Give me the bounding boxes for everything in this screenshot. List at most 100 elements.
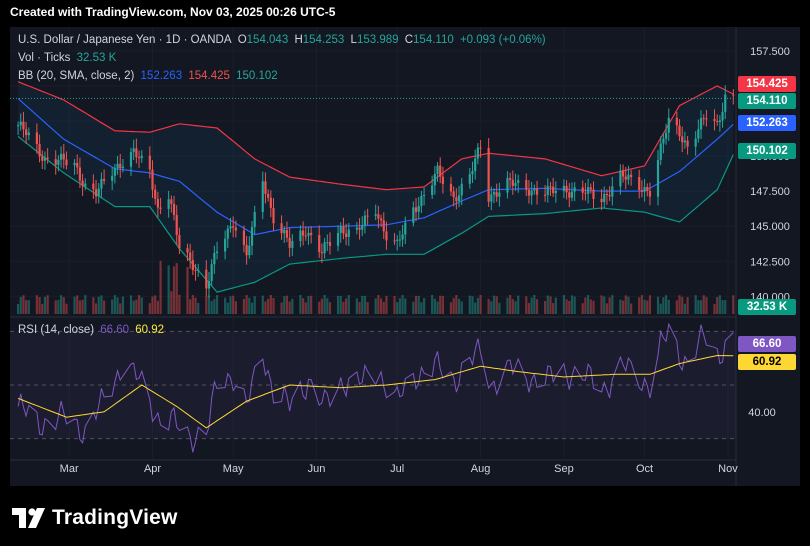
candle-body [299,230,302,241]
volume-bar [323,295,326,314]
candle-body [492,192,496,195]
candle-body [431,185,434,195]
volume-bar [119,303,122,314]
candle-body [288,237,291,248]
tradingview-logo[interactable]: TradingView [12,504,178,532]
candle-body [562,185,566,191]
volume-bar [307,296,310,314]
volume-bar [530,297,533,314]
volume-bar [320,298,324,314]
candle-body [439,165,442,177]
volume-bar [471,296,474,314]
volume-bar [562,295,566,314]
candle-body [261,181,264,213]
candle-body [291,240,294,248]
legend-close-label: C [404,34,414,46]
candle-body [248,245,251,256]
candle-body [530,190,533,196]
candle-body [587,187,590,194]
volume-bar [686,297,689,314]
legend-rsi-value: 66.60 [100,324,130,336]
candle-body [253,212,256,227]
time-tick-label: Jun [308,463,326,475]
legend-main: U.S. Dollar / Japanese Yen · 1D · OANDA … [18,34,549,46]
time-tick-label: Aug [471,463,491,475]
volume-bar [111,299,114,314]
volume-bar [272,297,275,314]
volume-bar [414,295,418,314]
candle-body [396,239,399,241]
volume-bar [608,297,611,314]
chart-frame[interactable] [10,27,800,486]
candle-body [361,225,364,230]
legend-bb-label: BB (20, SMA, close, 2) [18,70,135,82]
volume-bar [76,295,79,314]
candle-body [38,143,41,157]
volume-bar [554,297,557,314]
rsi-ma-line [17,354,734,429]
candle-body [603,193,606,203]
volume-bar [140,297,143,314]
candle-body [401,234,404,240]
volume-bar [476,297,479,314]
legend-low-value: 153.989 [356,34,399,46]
volume-bar [232,295,235,314]
candle-body [159,207,162,209]
candle-body [16,125,20,127]
candle-body [113,168,116,176]
bb-basis-line [17,98,734,236]
volume-bar [487,298,490,314]
volume-bar [191,295,194,314]
candle-body [584,192,587,194]
candle-body [336,232,340,246]
volume-bar [57,299,60,314]
volume-bar [509,295,512,314]
volume-bar [363,295,367,314]
volume-bar [433,298,436,314]
volume-bar [355,298,358,314]
volume-bar [439,295,442,314]
candle-body [78,167,82,181]
rsi-ma-badge: 60.92 [738,354,796,370]
candle-body [377,214,380,219]
candle-body [382,220,385,232]
candle-body [27,132,30,136]
volume-bar [716,296,719,314]
candle-body [35,132,38,144]
candle-body [347,229,350,237]
legend-bb-lower: 150.102 [236,70,278,82]
candle-body [129,152,133,167]
volume-bar [207,295,211,314]
bb-lower-line [17,135,734,293]
candle-body [592,189,595,199]
volume-bar [250,302,254,314]
volume-bar [267,298,270,314]
candle-body [713,118,716,122]
candle-body [121,166,125,169]
candle-body [232,226,235,228]
volume-bar [533,295,536,314]
candle-body [119,163,122,169]
candle-body [355,227,358,230]
candle-body [245,244,248,256]
candle-body [474,158,477,172]
candle-body [638,176,641,190]
volume-bar [535,299,539,314]
bb-upper-line [17,81,734,191]
volume-bar [189,299,192,314]
candle-body [417,206,420,212]
candle-body [54,159,57,165]
candle-body [148,155,151,170]
volume-bar [215,295,219,314]
volume-bar [19,296,22,314]
candle-body [197,269,200,271]
volume-bar [662,297,665,314]
candle-body [92,183,95,190]
candle-body [648,190,652,197]
volume-bar [648,295,652,314]
volume-bar [261,295,264,314]
candle-body [140,155,143,159]
volume-bar [253,296,256,314]
volume-bar [304,302,307,314]
